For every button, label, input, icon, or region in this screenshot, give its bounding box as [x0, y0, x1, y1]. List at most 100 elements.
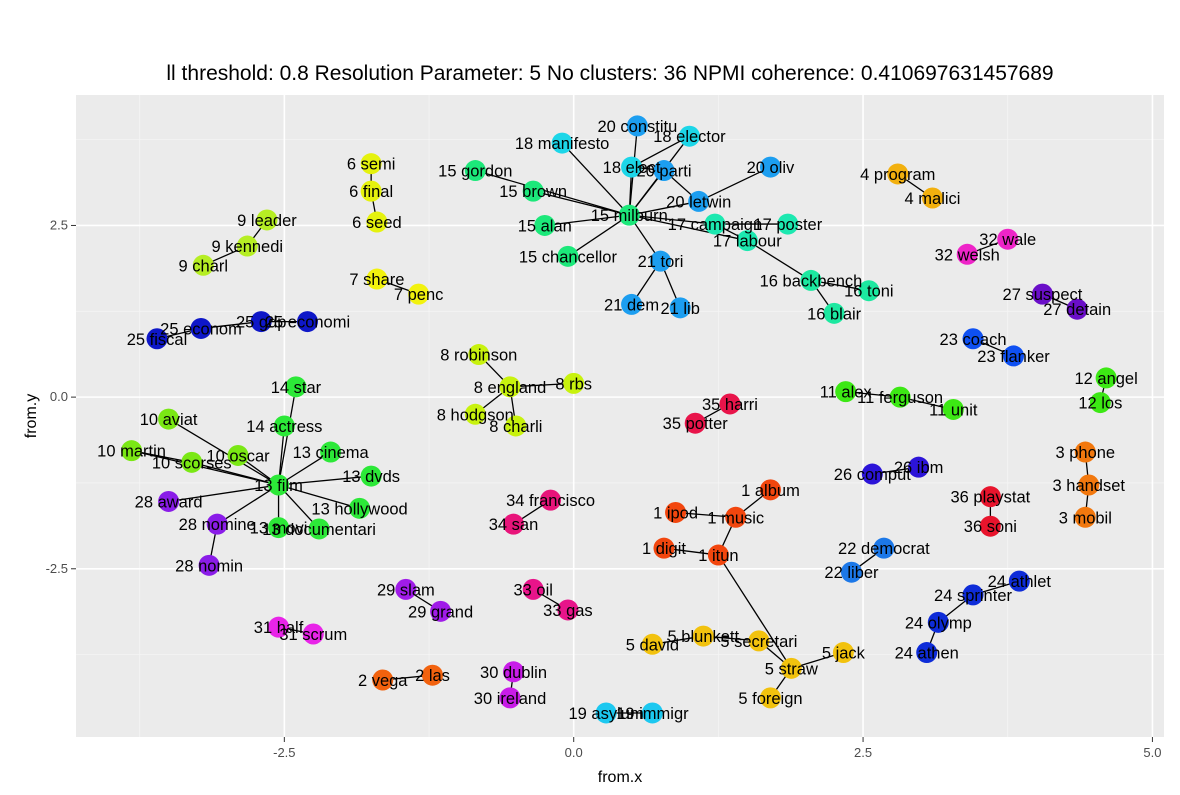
node-label: 35 potter [663, 415, 729, 433]
node-label: 20 oliv [747, 159, 795, 177]
node-label: 14 star [271, 379, 322, 397]
node-label: 8 robinson [440, 347, 517, 365]
node-point [285, 376, 307, 398]
node-point [192, 254, 214, 276]
node-label: 23 flanker [977, 348, 1050, 366]
node-label: 15 brown [499, 183, 567, 201]
node-label: 27 detain [1043, 301, 1111, 319]
node-point [840, 561, 862, 583]
node-label: 11 ferguson [857, 389, 943, 407]
node-label: 9 kennedi [212, 238, 284, 256]
chart-title: ll threshold: 0.8 Resolution Parameter: … [166, 62, 1053, 85]
edge [567, 214, 630, 257]
node-label: 3 handset [1053, 477, 1126, 495]
node-label: 15 alan [518, 217, 572, 235]
node-point [962, 328, 984, 350]
node-point [198, 554, 220, 576]
node-point [684, 412, 706, 434]
node-point [236, 235, 258, 257]
node-point [916, 642, 938, 664]
node-label: 16 backbench [760, 272, 863, 290]
node-point [688, 190, 710, 212]
node-label: 10 aviat [140, 411, 198, 429]
x-axis: -2.5 0.0 2.5 5.0 [273, 737, 1161, 760]
node-point [650, 250, 672, 272]
node-label: 13 cinema [293, 444, 370, 462]
node-label: 31 half [254, 619, 304, 637]
edge [216, 484, 279, 525]
x-axis-title: from.x [598, 769, 642, 786]
node-point [962, 584, 984, 606]
edge [544, 214, 630, 227]
node-point [268, 474, 290, 496]
node-label: 5 blunkett [668, 628, 740, 646]
node-label: 26 comput [834, 466, 911, 484]
node-label: 6 seed [352, 214, 402, 232]
node-point [557, 245, 579, 267]
node-point [908, 456, 930, 478]
x-tick-label: -2.5 [273, 745, 295, 760]
node-label: 32 welsh [935, 246, 1000, 264]
node-point [887, 163, 909, 185]
node-label: 18 elector [653, 128, 726, 146]
node-point [922, 187, 944, 209]
grid-major [76, 95, 1164, 737]
node-point [302, 623, 324, 645]
node-label: 17 campaign [668, 216, 762, 234]
node-point [227, 444, 249, 466]
edge [561, 142, 630, 216]
node-point [464, 403, 486, 425]
node-label: 30 ireland [474, 690, 546, 708]
y-tick-label: 0.0 [50, 389, 68, 404]
edge [631, 135, 690, 168]
node-label: 19 immigr [616, 705, 689, 723]
nodes-layer [121, 115, 1117, 724]
node-point [704, 213, 726, 235]
node-label: 21 lib [660, 300, 699, 318]
edge [533, 190, 630, 216]
node-point [551, 132, 573, 154]
node-label: 10 scorses [152, 454, 232, 472]
node-point [158, 490, 180, 512]
node-label: 10 oscar [206, 447, 270, 465]
edge [168, 418, 279, 486]
node-point [563, 372, 585, 394]
node-label: 4 malici [905, 190, 961, 208]
grid-minor [76, 95, 1164, 737]
node-label: 32 wale [979, 231, 1036, 249]
y-axis: -2.5 0.0 2.5 [46, 217, 76, 576]
edge [717, 554, 792, 669]
node-label: 6 semi [347, 156, 396, 174]
node-point [823, 302, 845, 324]
node-label: 20 constitu [597, 118, 677, 136]
node-point [665, 501, 687, 523]
node-point [889, 386, 911, 408]
node-label: 15 milburn [591, 207, 668, 225]
node-label: 25 fiscal [127, 331, 188, 349]
node-point [759, 687, 781, 709]
node-label: 22 liber [824, 564, 879, 582]
node-label: 5 david [626, 636, 679, 654]
node-point [408, 283, 430, 305]
node-label: 3 phone [1055, 444, 1115, 462]
node-point [692, 625, 714, 647]
plot-panel [76, 95, 1164, 737]
node-point [503, 661, 525, 683]
node-label: 25 gdp [236, 314, 286, 332]
node-label: 5 straw [765, 660, 818, 678]
node-point [499, 687, 521, 709]
y-tick-label: -2.5 [46, 561, 68, 576]
node-label: 25 econom [160, 320, 242, 338]
node-label: 33 oil [513, 581, 552, 599]
edge [191, 461, 279, 486]
node-point [206, 513, 228, 535]
node-label: 1 digit [642, 540, 686, 558]
edge [278, 484, 360, 509]
node-point [522, 578, 544, 600]
node-point [678, 125, 700, 147]
edge [510, 382, 574, 388]
edge [629, 214, 715, 225]
node-point [1003, 345, 1025, 367]
node-point [181, 451, 203, 473]
node-label: 16 blair [807, 305, 862, 323]
